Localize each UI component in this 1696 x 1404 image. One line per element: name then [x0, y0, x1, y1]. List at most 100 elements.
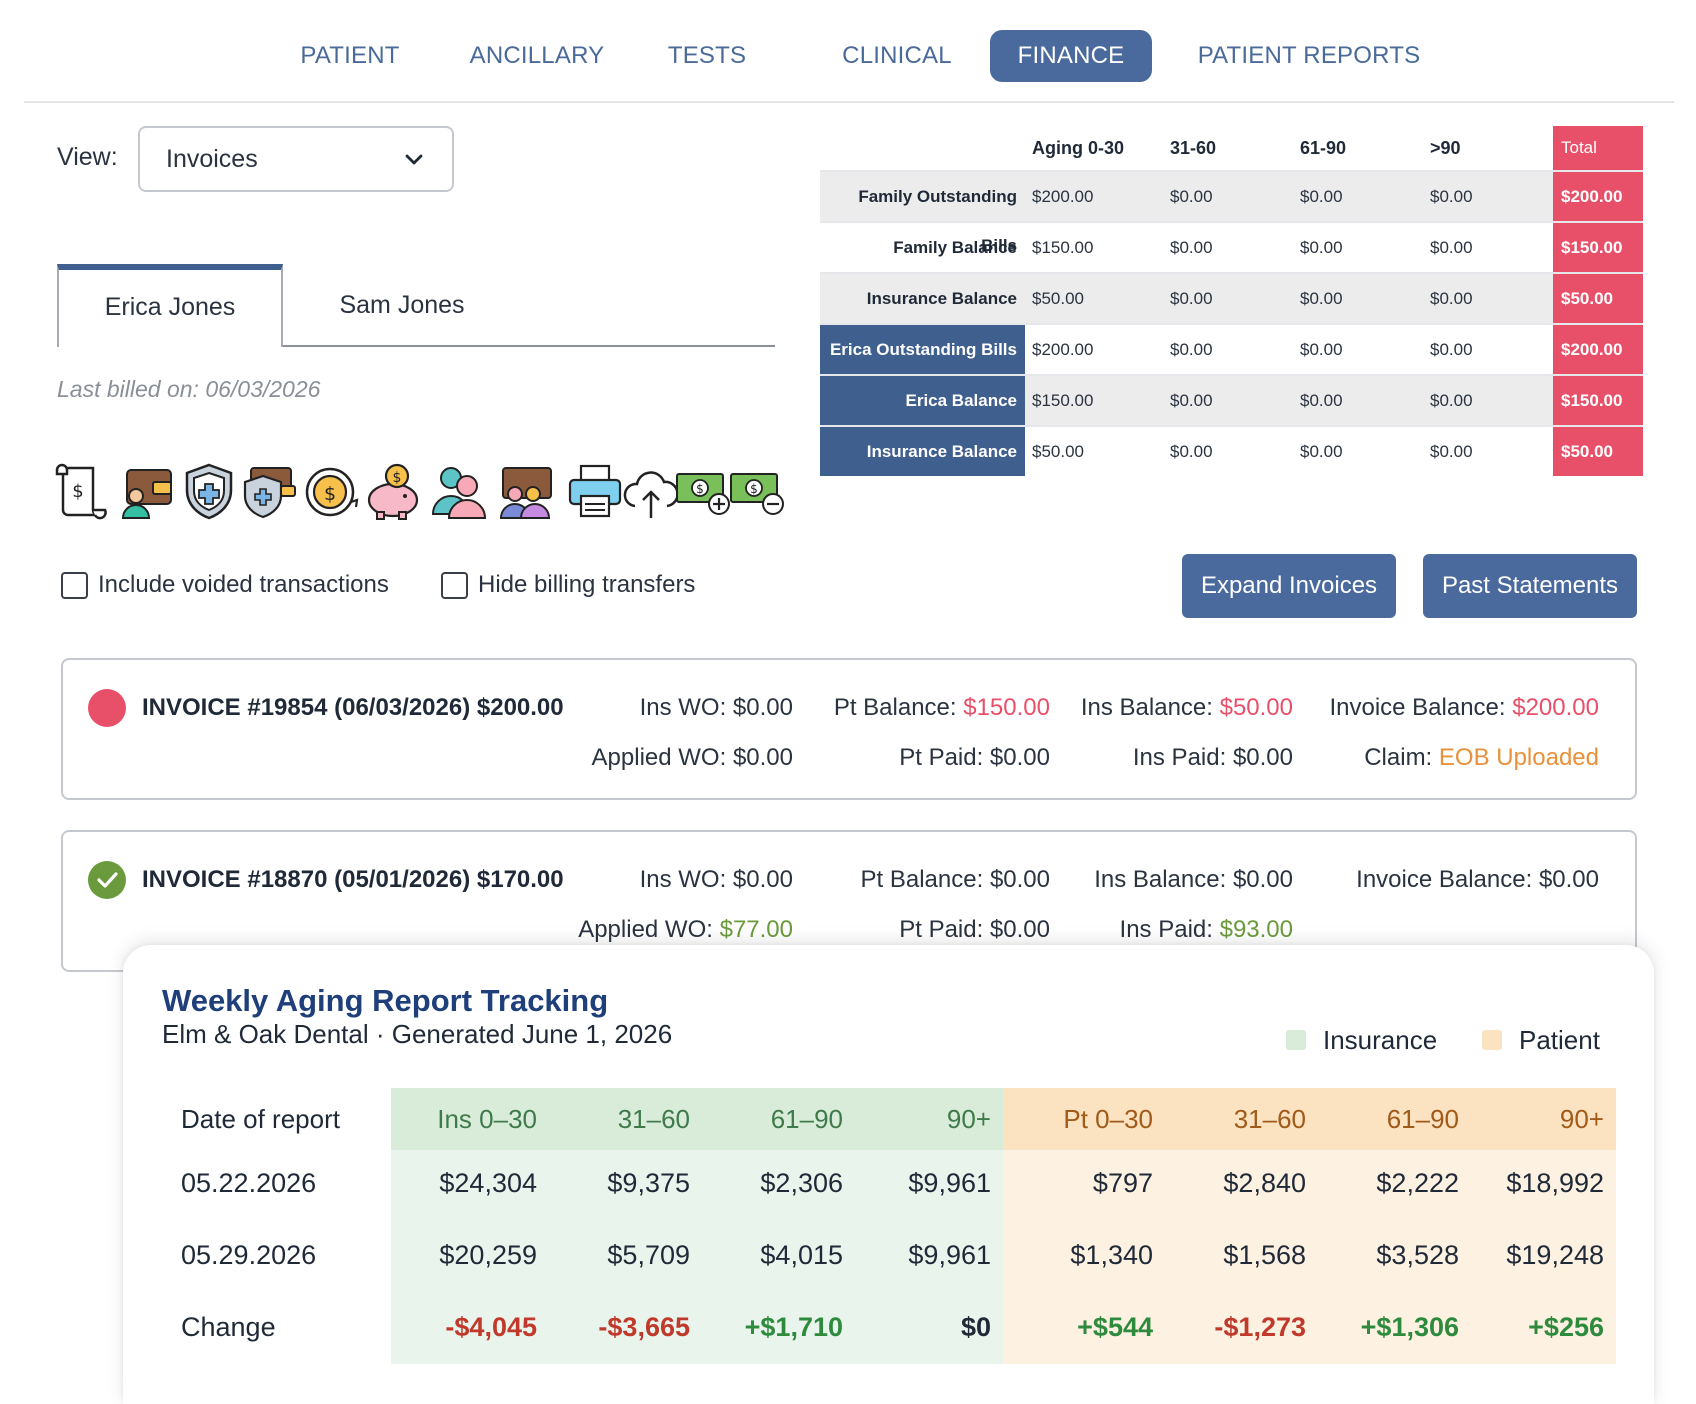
tab-patient-reports[interactable]: PATIENT REPORTS — [1197, 42, 1421, 69]
report-cell: $2,840 — [1223, 1168, 1306, 1198]
tab-ancillary[interactable]: ANCILLARY — [469, 42, 605, 69]
header-pt-90-plus: 90+ — [1559, 1104, 1604, 1134]
aging-row-label: Family Outstanding Bills — [858, 187, 1017, 255]
aging-total-cell: $150.00 — [1553, 223, 1643, 272]
cloud-upload-icon[interactable] — [623, 462, 679, 520]
svg-text:$: $ — [696, 482, 704, 496]
aging-cell: $150.00 — [1032, 238, 1094, 257]
report-subtitle: Elm & Oak Dental · Generated June 1, 202… — [162, 1019, 673, 1049]
header-ins-90-plus: 90+ — [946, 1104, 991, 1134]
aging-header-31-60: 31-60 — [1170, 138, 1217, 158]
aging-cell: $0.00 — [1170, 340, 1213, 359]
tab-finance[interactable]: FINANCE — [990, 30, 1152, 82]
aging-cell: $0.00 — [1430, 289, 1473, 308]
aging-cell: $0.00 — [1430, 187, 1473, 206]
aging-header-61-90: 61-90 — [1300, 138, 1347, 158]
report-date-cell: 05.22.2026 — [181, 1168, 317, 1198]
wallet-group-icon[interactable] — [499, 462, 555, 520]
aging-cell: $50.00 — [1032, 442, 1084, 461]
ins-paid: Ins Paid: $0.00 — [1132, 744, 1293, 771]
pt-paid: Pt Paid: $0.00 — [899, 744, 1050, 771]
aging-row-label: Family Balance — [893, 238, 1017, 257]
aging-cell: $0.00 — [1300, 187, 1343, 206]
aging-summary-table: Aging 0-30 31-60 61-90 >90 Total Family … — [820, 126, 1643, 478]
tab-clinical[interactable]: CLINICAL — [842, 42, 952, 69]
cash-add-icon[interactable]: $ — [675, 462, 731, 520]
include-voided-checkbox[interactable] — [61, 572, 88, 599]
ins-balance: Ins Balance: $50.00 — [1080, 694, 1293, 721]
invoice-title[interactable]: INVOICE #19854 (06/03/2026) $200.00 — [142, 694, 564, 721]
coin-cycle-icon[interactable]: $ — [303, 462, 359, 520]
aging-cell: $0.00 — [1430, 391, 1473, 410]
aging-cell: $0.00 — [1300, 340, 1343, 359]
claim-status: Claim: EOB Uploaded — [1364, 744, 1599, 771]
report-cell: $1,340 — [1070, 1240, 1153, 1270]
report-title: Weekly Aging Report Tracking — [162, 983, 609, 1018]
report-cell: $24,304 — [439, 1168, 537, 1198]
change-cell: +$1,710 — [744, 1312, 843, 1342]
include-voided-label: Include voided transactions — [98, 571, 389, 598]
aging-header-0-30: Aging 0-30 — [1032, 138, 1125, 158]
users-icon[interactable] — [431, 462, 487, 520]
ins-paid: Ins Paid: $93.00 — [1119, 916, 1293, 943]
shield-plus-icon[interactable] — [181, 462, 237, 520]
aging-header-total: Total — [1553, 126, 1643, 170]
tab-tests[interactable]: TESTS — [667, 42, 747, 69]
expand-invoices-button[interactable]: Expand Invoices — [1182, 554, 1396, 618]
aging-cell: $150.00 — [1032, 391, 1094, 410]
header-ins-0-30: Ins 0–30 — [437, 1104, 537, 1134]
insurance-swatch — [1286, 1030, 1306, 1050]
shield-wallet-icon[interactable] — [241, 462, 297, 520]
aging-row: Family Outstanding Bills $200.00 $0.00 $… — [820, 170, 1643, 255]
chevron-down-icon — [405, 154, 423, 165]
aging-header-over-90: >90 — [1430, 138, 1461, 158]
pt-balance: Pt Balance: $150.00 — [833, 694, 1050, 721]
report-cell: $9,375 — [607, 1168, 690, 1198]
report-cell: $2,306 — [760, 1168, 843, 1198]
svg-text:$: $ — [750, 482, 758, 496]
change-cell: +$256 — [1528, 1312, 1604, 1342]
weekly-aging-report-panel: Weekly Aging Report Tracking Elm & Oak D… — [123, 945, 1654, 1404]
ins-balance: Ins Balance: $0.00 — [1094, 866, 1293, 893]
aging-row: Insurance Balance $50.00 $0.00 $0.00 $0.… — [820, 425, 1643, 476]
view-select[interactable]: Invoices — [138, 126, 454, 192]
invoice-card[interactable]: INVOICE #19854 (06/03/2026) $200.00 Ins … — [61, 658, 1637, 800]
aging-cell: $0.00 — [1300, 391, 1343, 410]
legend-insurance-label: Insurance — [1323, 1025, 1438, 1055]
header-ins-31-60: 31–60 — [617, 1104, 690, 1134]
aging-cell: $0.00 — [1170, 238, 1213, 257]
header-ins-61-90: 61–90 — [770, 1104, 843, 1134]
aging-row-label: Erica Outstanding Bills — [820, 325, 1025, 374]
header-date: Date of report — [181, 1104, 340, 1134]
svg-text:$: $ — [324, 483, 336, 505]
ins-wo: Ins WO: $0.00 — [639, 866, 793, 893]
piggy-bank-icon[interactable]: $ — [365, 462, 421, 520]
aging-cell: $0.00 — [1300, 442, 1343, 461]
aging-cell: $0.00 — [1430, 340, 1473, 359]
change-cell: +$1,306 — [1360, 1312, 1459, 1342]
change-label: Change — [181, 1312, 276, 1342]
report-cell: $1,568 — [1223, 1240, 1306, 1270]
invoice-title[interactable]: INVOICE #18870 (05/01/2026) $170.00 — [142, 866, 564, 893]
aging-row: Erica Outstanding Bills $200.00 $0.00 $0… — [820, 323, 1643, 374]
patient-tab-sam[interactable]: Sam Jones — [339, 291, 465, 319]
past-statements-button[interactable]: Past Statements — [1423, 554, 1637, 618]
report-cell: $20,259 — [439, 1240, 537, 1270]
svg-text:$: $ — [72, 481, 83, 502]
cash-remove-icon[interactable]: $ — [729, 462, 785, 520]
change-cell: -$1,273 — [1214, 1312, 1306, 1342]
header-pt-61-90: 61–90 — [1386, 1104, 1459, 1134]
tab-patient[interactable]: PATIENT — [300, 42, 400, 69]
aging-total-cell: $150.00 — [1553, 376, 1643, 425]
aging-cell: $0.00 — [1170, 289, 1213, 308]
patient-tab-erica[interactable]: Erica Jones — [57, 264, 283, 347]
hide-transfers-checkbox[interactable] — [441, 572, 468, 599]
wallet-user-icon[interactable] — [119, 462, 175, 520]
bill-scroll-icon[interactable]: $ — [55, 462, 111, 520]
pt-paid: Pt Paid: $0.00 — [899, 916, 1050, 943]
printer-icon[interactable] — [567, 462, 623, 520]
invoice-balance: Invoice Balance: $200.00 — [1329, 694, 1599, 721]
report-cell: $4,015 — [760, 1240, 843, 1270]
aging-row-label: Insurance Balance — [820, 427, 1025, 476]
report-cell: $797 — [1092, 1168, 1153, 1198]
